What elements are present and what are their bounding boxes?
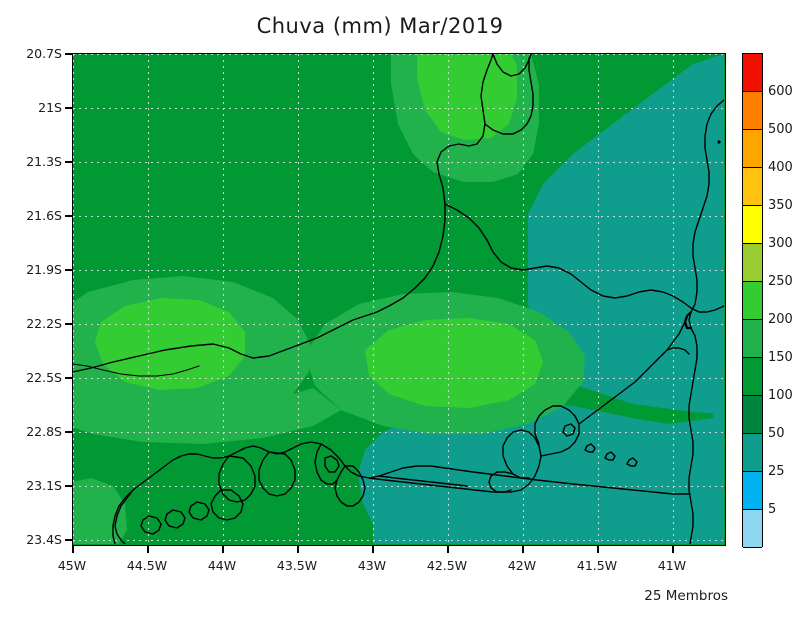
- map-plot-area: [72, 53, 726, 546]
- x-axis-label-5: 42.5W: [426, 558, 468, 573]
- x-axis-label-8: 41W: [657, 558, 687, 573]
- y-tick-mark: [65, 431, 72, 433]
- x-axis-label-7: 41.5W: [576, 558, 618, 573]
- cbar-label-50: 50: [768, 426, 785, 441]
- cbar-band-500-600: [743, 92, 762, 130]
- cbar-band-200-250: [743, 282, 762, 320]
- cbar-label-250: 250: [768, 274, 793, 289]
- x-axis-label-0: 45W: [57, 558, 87, 573]
- x-tick-mark: [447, 546, 449, 553]
- y-axis-label-5: 22.2S: [26, 316, 62, 331]
- y-tick-mark: [65, 485, 72, 487]
- y-tick-mark: [65, 215, 72, 217]
- x-axis-label-6: 42W: [507, 558, 537, 573]
- contour-map-icon: [73, 54, 724, 544]
- y-tick-mark: [65, 269, 72, 271]
- x-tick-mark: [597, 546, 599, 553]
- cbar-band-250-300: [743, 244, 762, 282]
- page-title: Chuva (mm) Mar/2019: [256, 14, 504, 38]
- y-tick-mark: [65, 107, 72, 109]
- cbar-band-600plus: [743, 54, 762, 92]
- y-axis-label-3: 21.6S: [26, 208, 62, 223]
- cbar-label-5: 5: [768, 502, 777, 517]
- cbar-label-600: 600: [768, 84, 793, 99]
- x-axis-label-1: 44.5W: [126, 558, 168, 573]
- x-tick-mark: [297, 546, 299, 553]
- cbar-band-zero: [743, 548, 762, 586]
- cbar-band-0-5: [743, 510, 762, 548]
- cbar-band-150-200: [743, 320, 762, 358]
- cbar-label-200: 200: [768, 312, 793, 327]
- cbar-band-5-25: [743, 472, 762, 510]
- x-tick-mark: [222, 546, 224, 553]
- y-tick-mark: [65, 539, 72, 541]
- cbar-band-100-150: [743, 358, 762, 396]
- cbar-label-150: 150: [768, 350, 793, 365]
- x-axis-label-3: 43.5W: [276, 558, 318, 573]
- x-tick-mark: [672, 546, 674, 553]
- cbar-label-25: 25: [768, 464, 785, 479]
- y-tick-mark: [65, 53, 72, 55]
- x-tick-mark: [72, 546, 74, 553]
- cbar-band-350-400: [743, 168, 762, 206]
- y-axis-label-9: 23.4S: [26, 532, 62, 547]
- y-axis-label-0: 20.7S: [26, 46, 62, 61]
- y-axis-label-6: 22.5S: [26, 370, 62, 385]
- x-tick-mark: [372, 546, 374, 553]
- y-axis-label-4: 21.9S: [26, 262, 62, 277]
- cbar-label-400: 400: [768, 160, 793, 175]
- y-axis-label-1: 21S: [38, 100, 62, 115]
- member-count-note: 25 Membros: [644, 588, 728, 604]
- x-axis-label-4: 43W: [357, 558, 387, 573]
- cbar-band-300-350: [743, 206, 762, 244]
- x-tick-mark: [522, 546, 524, 553]
- x-tick-mark: [147, 546, 149, 553]
- cbar-band-25-50: [743, 434, 762, 472]
- cbar-label-300: 300: [768, 236, 793, 251]
- cbar-label-350: 350: [768, 198, 793, 213]
- y-axis-label-7: 22.8S: [26, 424, 62, 439]
- y-tick-mark: [65, 323, 72, 325]
- cbar-band-50-100: [743, 396, 762, 434]
- y-axis-label-8: 23.1S: [26, 478, 62, 493]
- y-tick-mark: [65, 161, 72, 163]
- y-tick-mark: [65, 377, 72, 379]
- color-scale-icon: [742, 53, 763, 586]
- cbar-band-400-500: [743, 130, 762, 168]
- cbar-label-500: 500: [768, 122, 793, 137]
- y-axis-label-2: 21.3S: [26, 154, 62, 169]
- x-axis-label-2: 44W: [207, 558, 237, 573]
- cbar-label-100: 100: [768, 388, 793, 403]
